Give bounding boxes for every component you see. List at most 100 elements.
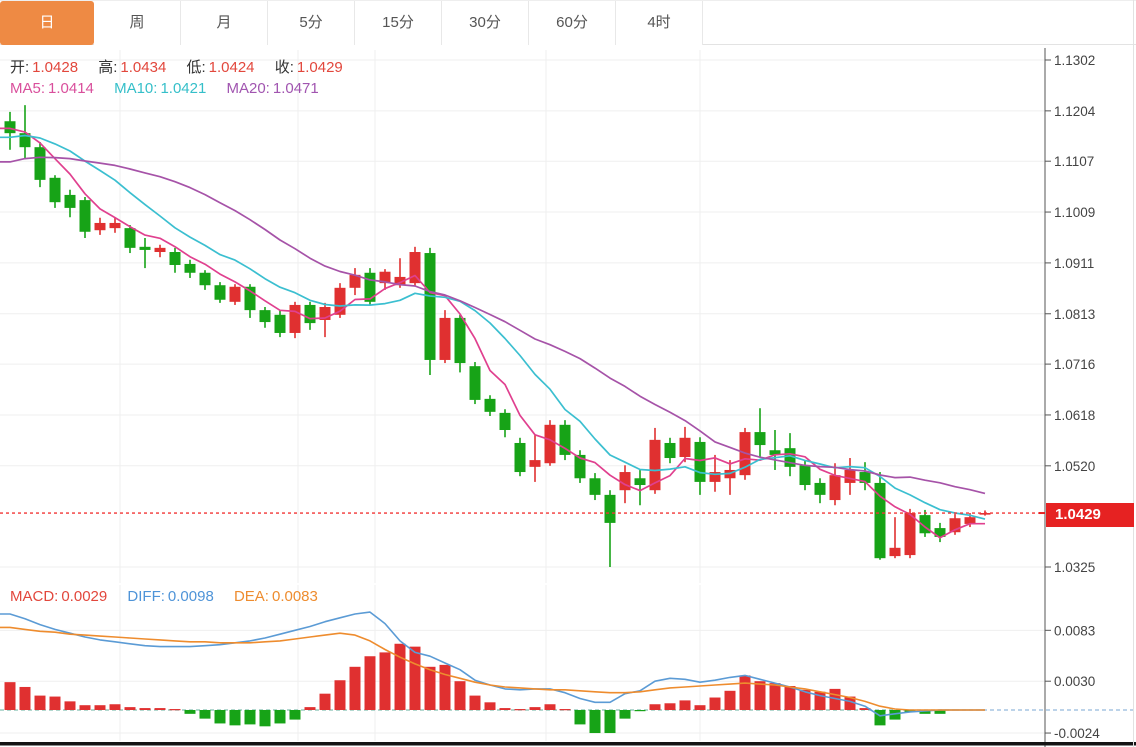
candle-body — [109, 222, 121, 229]
candle-body — [664, 442, 676, 459]
candle-body — [499, 412, 511, 431]
macd-axis-label: 0.0083 — [1054, 623, 1095, 638]
candle-body — [244, 286, 256, 311]
candle-body — [334, 287, 346, 315]
y-axis-label: 1.0911 — [1054, 256, 1094, 271]
candle-body — [604, 494, 616, 523]
candle-body — [889, 547, 901, 557]
candle-body — [679, 437, 691, 457]
candle-body — [619, 472, 631, 491]
ma5-value: 1.0414 — [48, 80, 94, 97]
candle-body — [64, 194, 76, 208]
macd-bar — [919, 710, 931, 714]
tab-month[interactable]: 月 — [181, 1, 268, 45]
tab-15min[interactable]: 15分 — [355, 1, 442, 45]
macd-bar — [424, 666, 436, 710]
candle-body — [169, 252, 181, 265]
y-axis-label: 1.0618 — [1054, 408, 1095, 423]
tab-5min[interactable]: 5分 — [268, 1, 355, 45]
y-axis-label: 1.0520 — [1054, 459, 1095, 474]
macd-bar — [274, 710, 286, 724]
candles — [4, 105, 991, 568]
macd-bar — [634, 710, 646, 712]
macd-bar — [799, 689, 811, 710]
macd-bar — [19, 686, 31, 710]
ma20-line — [0, 156, 986, 495]
candlestick-chart[interactable]: 1.1302 1.1204 1.1107 1.1009 1.0911 1.0813 1.07… — [0, 48, 1136, 585]
y-axis-label: 1.0813 — [1054, 307, 1095, 322]
open-value: 1.0428 — [32, 59, 79, 76]
macd-bar — [784, 686, 796, 710]
dea-label: DEA: — [233, 588, 269, 605]
macd-bar — [694, 705, 706, 710]
candle-body — [769, 450, 781, 455]
macd-bar — [904, 710, 916, 712]
y-axis-label: 1.1107 — [1054, 154, 1094, 169]
macd-bar — [499, 708, 511, 710]
candle-body — [379, 271, 391, 284]
price-axis: 1.1302 1.1204 1.1107 1.1009 1.0911 1.0813 1.07… — [1039, 48, 1096, 585]
candle-body — [34, 147, 46, 180]
candle-body — [649, 439, 661, 491]
macd-bar — [349, 666, 361, 710]
macd-bar — [514, 709, 526, 711]
candle-body — [484, 398, 496, 412]
macd-bar — [319, 693, 331, 710]
current-price-tag: 1.0429 — [1046, 503, 1134, 527]
candle-body — [754, 432, 766, 446]
macd-bar — [364, 656, 376, 710]
macd-bar — [754, 681, 766, 710]
candle-body — [919, 515, 931, 534]
candle-body — [829, 475, 841, 501]
diff-value: 0.0098 — [167, 588, 214, 605]
tab-week[interactable]: 周 — [94, 1, 181, 45]
macd-bar — [199, 710, 211, 719]
macd-bar — [739, 675, 751, 710]
macd-chart[interactable]: 0.0083 0.0030 -0.0024 — [0, 585, 1136, 747]
diff-label: DIFF: — [127, 588, 165, 605]
macd-bar — [154, 708, 166, 710]
candle-body — [49, 177, 61, 203]
macd-bar — [829, 688, 841, 710]
candle-body — [529, 460, 541, 467]
dea-line — [0, 626, 985, 711]
tab-4hour[interactable]: 4时 — [616, 1, 703, 45]
macd-bar — [874, 710, 886, 726]
tab-day[interactable]: 日 — [0, 1, 94, 45]
candle-body — [964, 517, 976, 524]
y-axis-label: 1.1204 — [1054, 104, 1096, 119]
candle-body — [784, 448, 796, 467]
macd-bar — [844, 696, 856, 710]
macd-bar — [409, 646, 421, 710]
ma10-line — [0, 134, 986, 520]
candle-body — [439, 317, 451, 360]
candle-body — [319, 307, 331, 320]
candle-body — [574, 454, 586, 479]
macd-bar — [169, 709, 181, 711]
candle-body — [94, 222, 106, 231]
tab-60min[interactable]: 60分 — [529, 1, 616, 45]
candle-body — [514, 442, 526, 473]
macd-bar — [4, 682, 16, 710]
macd-histogram — [4, 643, 946, 734]
macd-bar — [469, 695, 481, 710]
macd-bar — [574, 710, 586, 725]
macd-bar — [559, 709, 571, 711]
macd-bar — [859, 708, 871, 710]
candle-body — [799, 465, 811, 486]
low-label: 低: — [186, 59, 206, 76]
ma10-value: 1.0421 — [160, 80, 207, 97]
candle-body — [949, 518, 961, 533]
ma-legend: MA5: 1.0414 MA10: 1.0421 MA20: 1.0471 — [10, 80, 322, 97]
macd-bar — [64, 701, 76, 710]
y-axis-label: 1.1302 — [1054, 53, 1095, 68]
macd-bar — [649, 704, 661, 710]
candle-body — [79, 200, 91, 232]
candle-body — [709, 472, 721, 482]
low-value: 1.0424 — [208, 59, 255, 76]
tab-30min[interactable]: 30分 — [442, 1, 529, 45]
macd-bar — [454, 681, 466, 710]
macd-bar — [184, 710, 196, 714]
candle-body — [874, 482, 886, 559]
macd-bar — [769, 683, 781, 710]
